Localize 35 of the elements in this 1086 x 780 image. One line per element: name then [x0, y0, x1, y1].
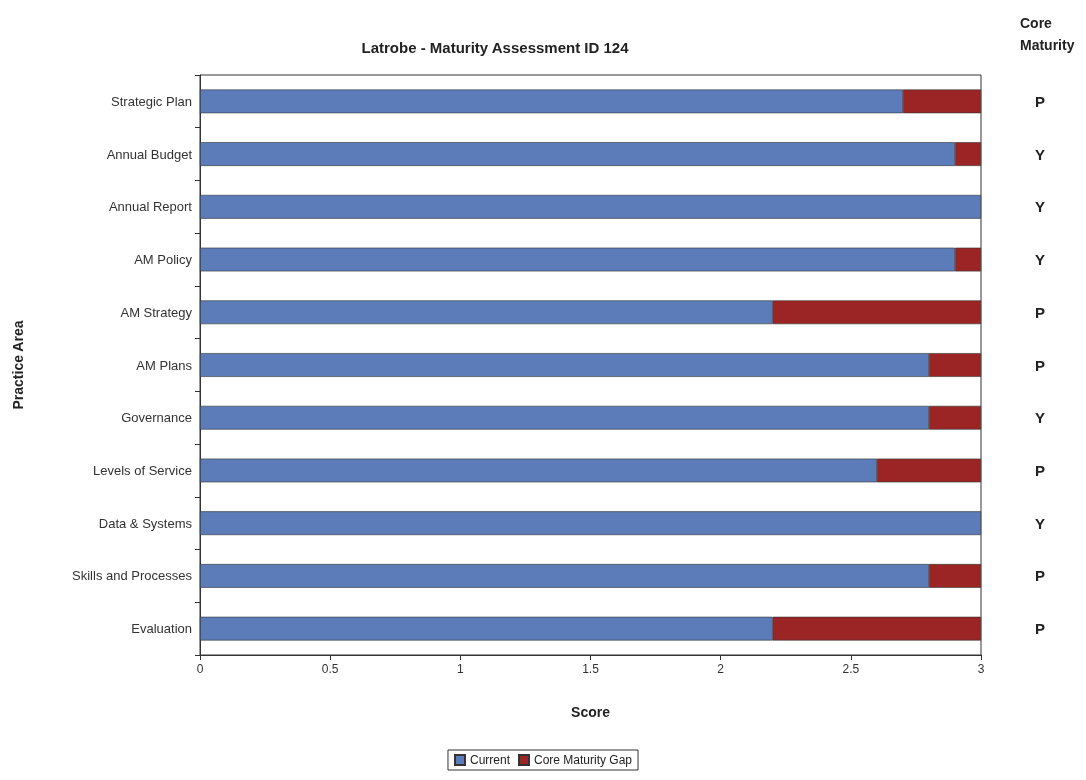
chart-title: Latrobe - Maturity Assessment ID 124 [361, 39, 630, 56]
text: P [1034, 92, 1046, 110]
x-tick-label: 2.5 [842, 662, 860, 676]
x-tick-label: 3 [977, 662, 985, 676]
x-tick-label: 2 [717, 662, 725, 676]
legend-label: Core Maturity Gap [533, 753, 633, 767]
y-tick-label: Levels of Service [93, 462, 192, 478]
y-tick-label: Annual Report [108, 199, 193, 215]
x-tick-label: 1 [456, 662, 464, 676]
x-tick-label: 0 [196, 662, 204, 676]
y-tick-label: AM Plans [136, 357, 193, 373]
y-tick-label: Skills and Processes [72, 568, 193, 584]
x-tick-label: 0.5 [321, 662, 339, 676]
text: P [1034, 303, 1046, 321]
text: Y [1034, 145, 1046, 163]
legend-label: Current [469, 753, 511, 767]
text: Y [1034, 409, 1046, 427]
y-tick-label: AM Policy [134, 252, 193, 268]
y-tick-label: Evaluation [131, 621, 192, 637]
x-tick-label: 1.5 [582, 662, 600, 676]
text: Y [1034, 198, 1046, 216]
y-axis-title: Practice Area [10, 320, 26, 410]
y-tick-label: Annual Budget [106, 146, 193, 162]
text: P [1034, 356, 1046, 374]
text: Core Maturity [1020, 15, 1075, 53]
y-tick-label: Governance [121, 410, 192, 426]
text: Y [1034, 251, 1046, 269]
text: P [1034, 461, 1046, 479]
text: P [1034, 567, 1046, 585]
text: Y [1034, 514, 1046, 532]
text: P [1034, 620, 1046, 638]
y-tick-label: Data & Systems [98, 515, 193, 531]
x-axis-title: Score [571, 704, 611, 720]
y-tick-label: Strategic Plan [111, 93, 192, 109]
y-tick-label: AM Strategy [120, 304, 193, 320]
